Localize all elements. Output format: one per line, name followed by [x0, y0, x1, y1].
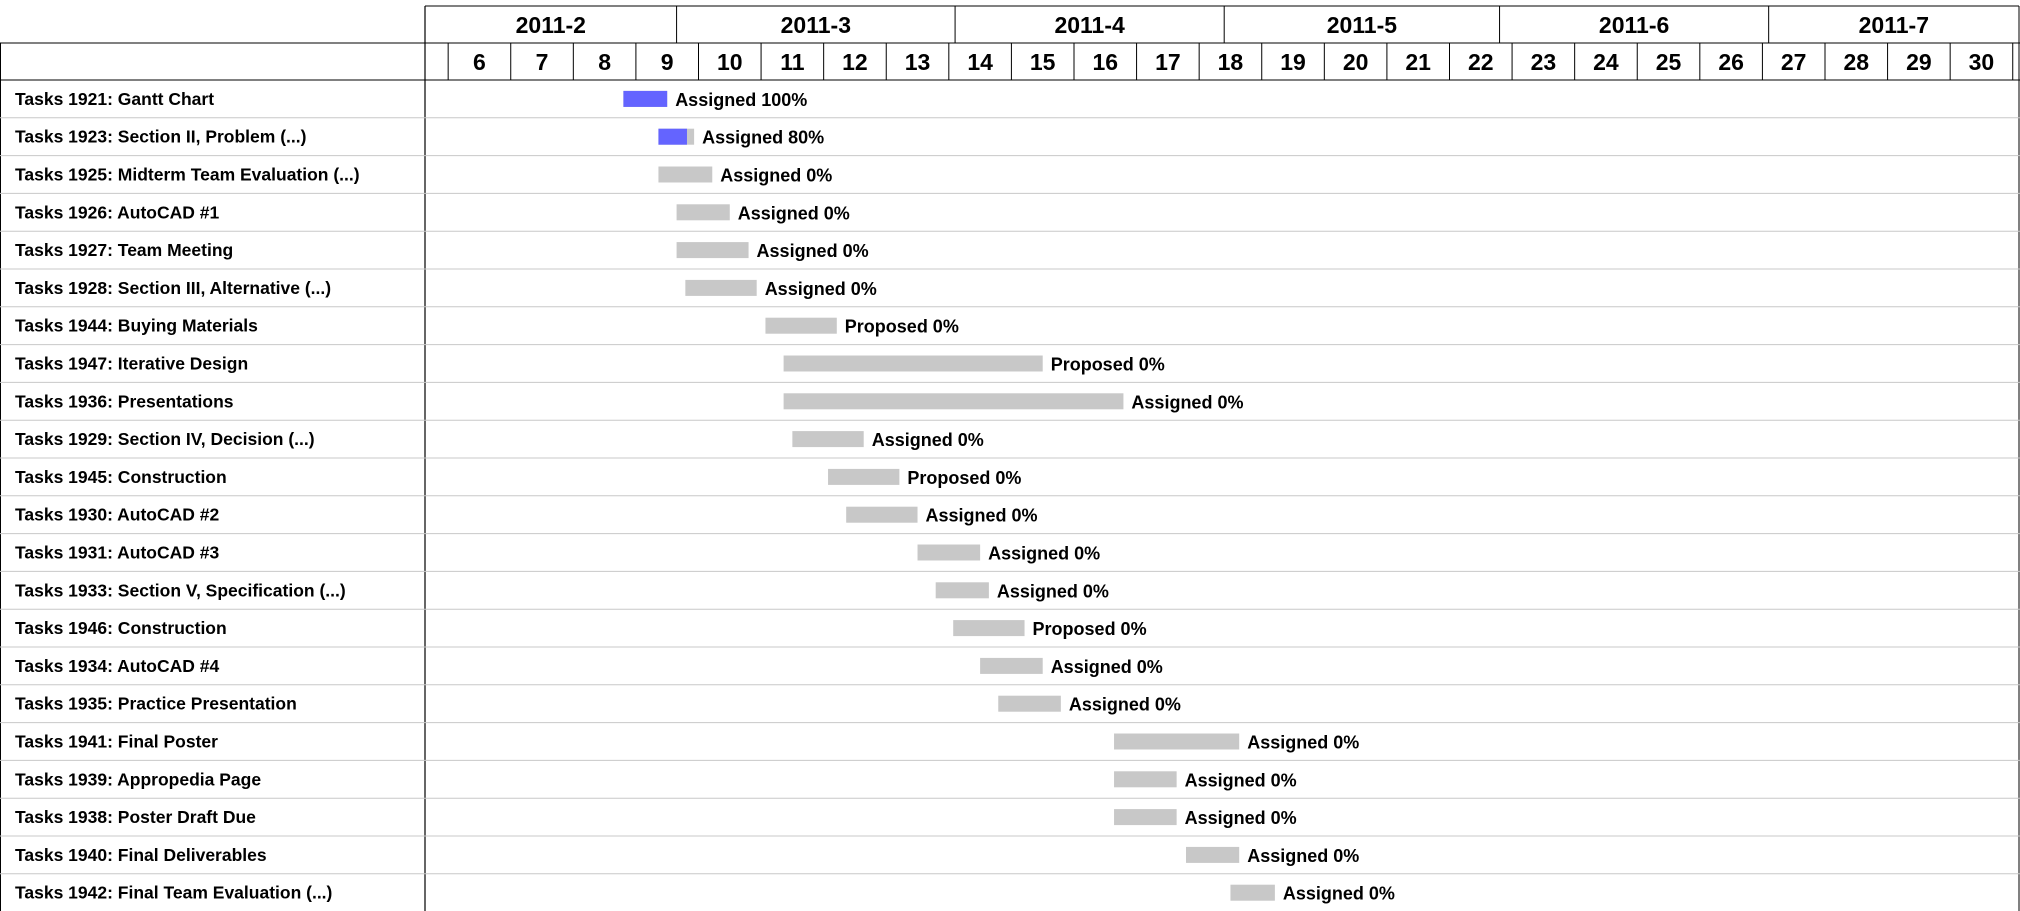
week-label: 23: [1531, 49, 1557, 75]
week-label: 9: [661, 49, 674, 75]
task-progress: [658, 128, 687, 145]
task-bar[interactable]: [1114, 771, 1177, 788]
task-label[interactable]: Tasks 1925: Midterm Team Evaluation (...…: [15, 165, 360, 185]
week-label: 21: [1405, 49, 1431, 75]
task-bar[interactable]: [658, 166, 713, 183]
week-label: 25: [1656, 49, 1682, 75]
week-label: 12: [842, 49, 868, 75]
task-label[interactable]: Tasks 1940: Final Deliverables: [15, 845, 267, 865]
week-label: 16: [1092, 49, 1118, 75]
week-label: 18: [1218, 49, 1244, 75]
week-label: 24: [1593, 49, 1619, 75]
month-label: 2011-6: [1599, 12, 1669, 38]
week-label: 11: [780, 49, 805, 75]
task-bar[interactable]: [783, 355, 1043, 372]
task-status-label: Proposed 0%: [1033, 619, 1147, 639]
task-status-label: Assigned 0%: [1185, 808, 1297, 828]
task-bar[interactable]: [935, 582, 989, 599]
week-label: 13: [905, 49, 931, 75]
task-bar[interactable]: [783, 393, 1124, 410]
task-bar[interactable]: [980, 657, 1043, 674]
week-label: 26: [1718, 49, 1744, 75]
week-label: 10: [717, 49, 743, 75]
week-label: 28: [1843, 49, 1869, 75]
task-label[interactable]: Tasks 1921: Gantt Chart: [15, 89, 214, 109]
task-bar[interactable]: [917, 544, 981, 561]
week-label: 19: [1280, 49, 1306, 75]
month-label: 2011-2: [516, 12, 586, 38]
task-status-label: Assigned 100%: [675, 90, 807, 110]
month-label: 2011-3: [781, 12, 851, 38]
task-bar[interactable]: [998, 695, 1061, 712]
task-bar[interactable]: [846, 506, 918, 523]
task-status-label: Assigned 0%: [1051, 657, 1163, 677]
month-label: 2011-7: [1859, 12, 1929, 38]
month-label: 2011-4: [1054, 12, 1125, 38]
task-status-label: Assigned 0%: [988, 544, 1100, 564]
task-bar[interactable]: [1230, 884, 1275, 901]
task-bar[interactable]: [792, 431, 864, 448]
task-label[interactable]: Tasks 1938: Poster Draft Due: [15, 807, 256, 827]
task-label[interactable]: Tasks 1923: Section II, Problem (...): [15, 127, 306, 147]
task-bar[interactable]: [676, 242, 749, 259]
task-status-label: Assigned 0%: [1247, 733, 1359, 753]
week-label: 17: [1155, 49, 1181, 75]
week-label: 29: [1906, 49, 1932, 75]
task-label[interactable]: Tasks 1928: Section III, Alternative (..…: [15, 278, 331, 298]
week-label: 8: [598, 49, 611, 75]
week-label: 15: [1030, 49, 1056, 75]
task-label[interactable]: Tasks 1941: Final Poster: [15, 732, 218, 752]
task-label[interactable]: Tasks 1929: Section IV, Decision (...): [15, 429, 315, 449]
week-label: 14: [967, 49, 993, 75]
task-status-label: Assigned 0%: [872, 430, 984, 450]
task-bar[interactable]: [953, 620, 1025, 637]
task-bar[interactable]: [1114, 733, 1240, 750]
week-label: 20: [1343, 49, 1369, 75]
task-label[interactable]: Tasks 1931: AutoCAD #3: [15, 543, 220, 563]
task-status-label: Assigned 0%: [738, 203, 850, 223]
task-progress: [623, 90, 668, 107]
task-status-label: Assigned 0%: [997, 581, 1109, 601]
task-label[interactable]: Tasks 1926: AutoCAD #1: [15, 202, 220, 222]
task-label[interactable]: Tasks 1945: Construction: [15, 467, 227, 487]
week-label: 30: [1969, 49, 1995, 75]
task-label[interactable]: Tasks 1936: Presentations: [15, 391, 234, 411]
task-label[interactable]: Tasks 1944: Buying Materials: [15, 316, 258, 336]
task-label[interactable]: Tasks 1939: Appropedia Page: [15, 769, 261, 789]
month-label: 2011-5: [1327, 12, 1398, 38]
week-label: 6: [473, 49, 486, 75]
task-bar[interactable]: [676, 204, 730, 221]
task-label[interactable]: Tasks 1934: AutoCAD #4: [15, 656, 220, 676]
task-status-label: Proposed 0%: [1051, 355, 1165, 375]
task-bar[interactable]: [685, 279, 757, 296]
task-status-label: Assigned 80%: [702, 128, 824, 148]
task-status-label: Assigned 0%: [720, 166, 832, 186]
task-status-label: Assigned 0%: [926, 506, 1038, 526]
task-bar[interactable]: [765, 317, 837, 334]
task-status-label: Assigned 0%: [1069, 695, 1181, 715]
task-status-label: Assigned 0%: [765, 279, 877, 299]
task-status-label: Assigned 0%: [1247, 846, 1359, 866]
task-bar[interactable]: [1186, 846, 1240, 863]
task-label[interactable]: Tasks 1927: Team Meeting: [15, 240, 233, 260]
task-status-label: Assigned 0%: [1283, 884, 1395, 904]
task-label[interactable]: Tasks 1947: Iterative Design: [15, 354, 248, 374]
task-status-label: Proposed 0%: [907, 468, 1021, 488]
task-status-label: Proposed 0%: [845, 317, 959, 337]
task-label[interactable]: Tasks 1946: Construction: [15, 618, 227, 638]
week-label: 22: [1468, 49, 1494, 75]
task-label[interactable]: Tasks 1942: Final Team Evaluation (...): [15, 883, 332, 903]
task-status-label: Assigned 0%: [757, 241, 869, 261]
task-label[interactable]: Tasks 1930: AutoCAD #2: [15, 505, 220, 525]
week-label: 7: [536, 49, 549, 75]
week-label: 27: [1781, 49, 1807, 75]
task-bar[interactable]: [828, 468, 900, 485]
task-label[interactable]: Tasks 1933: Section V, Specification (..…: [15, 580, 346, 600]
task-bar[interactable]: [1114, 809, 1177, 826]
task-label[interactable]: Tasks 1935: Practice Presentation: [15, 694, 297, 714]
task-status-label: Assigned 0%: [1185, 770, 1297, 790]
task-status-label: Assigned 0%: [1131, 392, 1243, 412]
